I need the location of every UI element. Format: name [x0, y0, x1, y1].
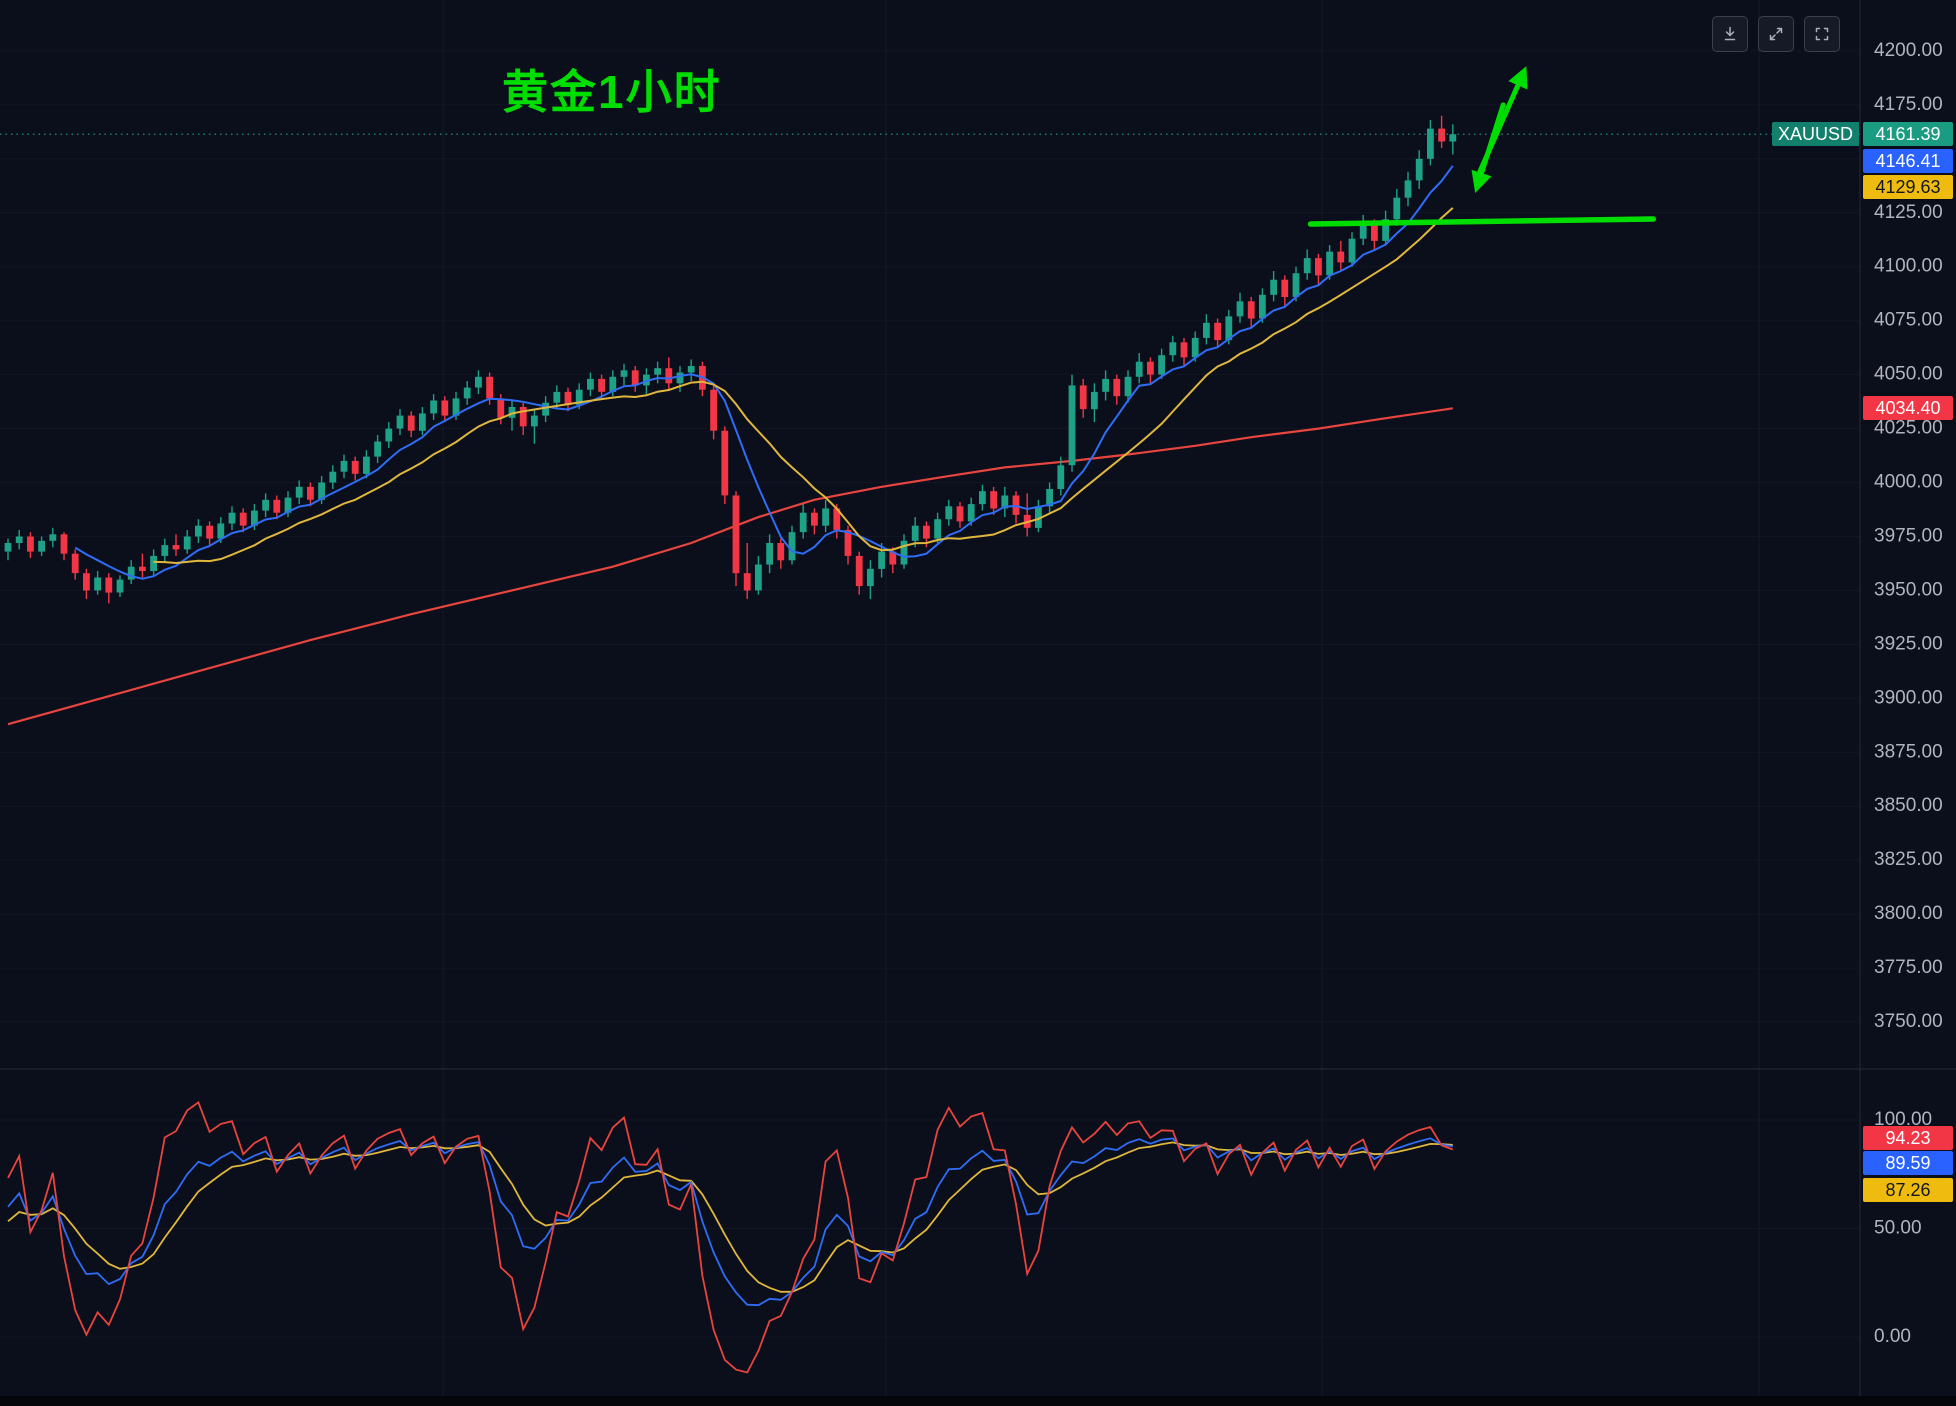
expand-icon [1767, 25, 1785, 43]
svg-text:4000.00: 4000.00 [1874, 472, 1943, 493]
scroll-to-recent-button[interactable] [1712, 16, 1748, 52]
svg-text:0.00: 0.00 [1874, 1326, 1911, 1347]
svg-text:3875.00: 3875.00 [1874, 741, 1943, 762]
maximize-button[interactable] [1758, 16, 1794, 52]
kdj-k-value-badge: 89.59 [1863, 1151, 1953, 1175]
svg-text:3750.00: 3750.00 [1874, 1011, 1943, 1032]
fast-ma-line [74, 165, 1454, 580]
svg-text:3950.00: 3950.00 [1874, 579, 1943, 600]
svg-text:3925.00: 3925.00 [1874, 633, 1943, 654]
svg-text:3825.00: 3825.00 [1874, 849, 1943, 870]
svg-text:4075.00: 4075.00 [1874, 310, 1943, 331]
kdj-k-line [7, 1137, 1453, 1307]
svg-text:4125.00: 4125.00 [1874, 202, 1943, 223]
kdj-j-line [7, 1100, 1454, 1374]
svg-text:3975.00: 3975.00 [1874, 526, 1943, 547]
candles [4, 115, 1457, 604]
ma-slow-value-badge: 4034.40 [1863, 396, 1953, 420]
chart-controls [1712, 16, 1840, 52]
symbol-badge[interactable]: XAUUSD [1772, 122, 1859, 146]
svg-text:3800.00: 3800.00 [1874, 903, 1943, 924]
svg-text:50.00: 50.00 [1874, 1218, 1922, 1239]
svg-text:100.00: 100.00 [1874, 1109, 1932, 1130]
arrow-down-icon [1721, 25, 1739, 43]
kdj-d-line [7, 1141, 1453, 1293]
svg-text:4050.00: 4050.00 [1874, 364, 1943, 385]
kdj-d-value-badge: 87.26 [1863, 1178, 1953, 1202]
svg-text:4025.00: 4025.00 [1874, 418, 1943, 439]
svg-text:4200.00: 4200.00 [1874, 40, 1943, 61]
ma-mid-value-badge: 4129.63 [1863, 175, 1953, 199]
time-axis[interactable] [0, 1396, 1956, 1406]
svg-text:3850.00: 3850.00 [1874, 795, 1943, 816]
kdj-j-value-badge: 94.23 [1863, 1126, 1953, 1150]
slow-ma-line [7, 407, 1453, 726]
fullscreen-button[interactable] [1804, 16, 1840, 52]
mid-ma-line [153, 207, 1454, 565]
fullscreen-icon [1813, 25, 1831, 43]
ma-fast-value-badge: 4146.41 [1863, 149, 1953, 173]
trend-arrow-annotation[interactable] [1471, 66, 1528, 194]
support-line-annotation[interactable] [1307, 216, 1657, 227]
svg-text:3900.00: 3900.00 [1874, 687, 1943, 708]
svg-text:4100.00: 4100.00 [1874, 256, 1943, 277]
svg-text:3775.00: 3775.00 [1874, 957, 1943, 978]
svg-text:4175.00: 4175.00 [1874, 94, 1943, 115]
chart-title-annotation: 黄金1小时 [502, 66, 722, 118]
last-price-badge: 4161.39 [1863, 122, 1953, 146]
